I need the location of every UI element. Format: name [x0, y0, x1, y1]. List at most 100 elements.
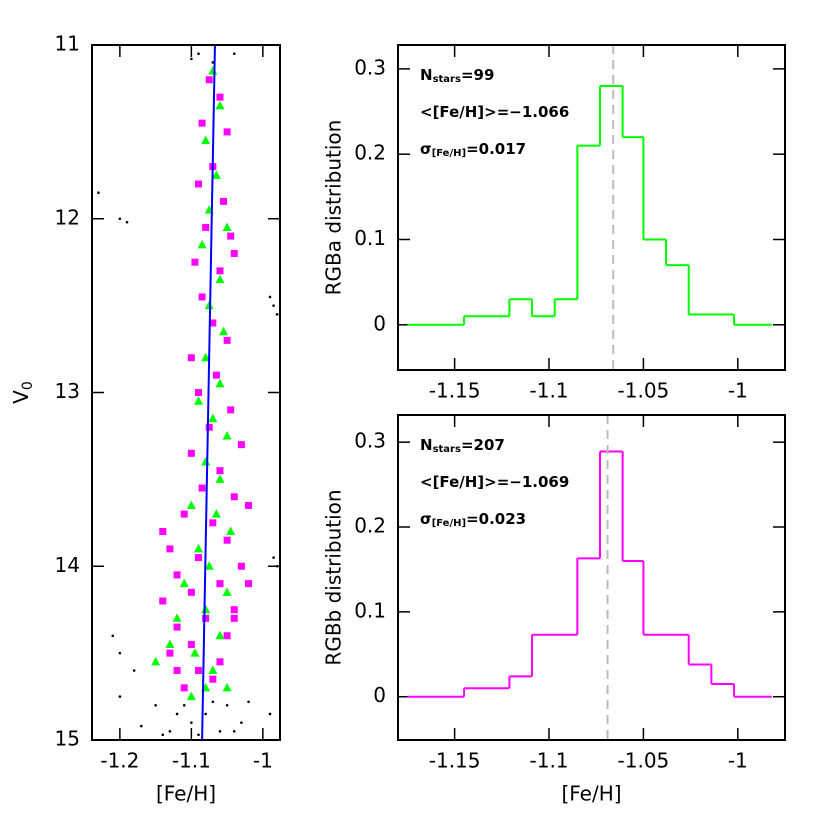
x-tick-label: -1.1: [530, 379, 569, 403]
star-point: [216, 93, 224, 101]
y-tick-label: 0.2: [354, 141, 386, 165]
star-point: [219, 326, 229, 336]
star-point: [232, 730, 236, 733]
annotation-part: [Fe/H]: [432, 148, 466, 159]
star-point: [201, 135, 211, 145]
star-point: [232, 52, 236, 55]
panel: -1.15 -1.1 -1.05 -1 0 0.1 0.2 0.3 [Fe/H] RGBb dis…: [322, 414, 786, 806]
star-point: [187, 640, 195, 648]
annotation-part: [Fe/H]: [432, 518, 466, 529]
x-tick-label: -1.05: [618, 749, 670, 773]
star-point: [216, 658, 224, 666]
star-point: [204, 561, 214, 570]
star-point: [220, 197, 228, 205]
star-point: [225, 703, 229, 707]
y-tick-label: 13: [55, 379, 80, 403]
annotation-part: stars: [433, 444, 461, 455]
star-point: [230, 614, 238, 622]
star-point: [166, 545, 174, 553]
star-point: [202, 614, 210, 622]
x-tick-label: -1: [253, 749, 273, 773]
star-point: [204, 712, 207, 716]
annotation-part: N: [420, 66, 433, 84]
x-tick-label: -1.1: [530, 749, 569, 773]
star-point: [215, 630, 225, 640]
star-point: [209, 675, 217, 683]
star-point: [208, 66, 218, 75]
star-point: [247, 700, 250, 704]
y-tick-label: 0: [373, 683, 386, 707]
star-point: [272, 304, 275, 307]
star-point: [173, 623, 181, 631]
star-point: [132, 669, 136, 672]
star-point: [191, 258, 199, 266]
star-point: [208, 665, 218, 674]
y-axis-label: V0: [9, 381, 37, 404]
star-point: [208, 413, 218, 423]
annotation-part: =0.023: [466, 510, 526, 528]
star-point: [186, 691, 196, 701]
star-point: [268, 712, 272, 716]
star-point: [215, 274, 225, 284]
y-tick-label: 0: [373, 311, 386, 335]
annotation-part: =99: [461, 66, 494, 84]
y-axis-label-sub: 0: [20, 381, 36, 390]
star-point: [166, 649, 174, 657]
y-axis-label: RGBb distribution: [322, 489, 346, 665]
star-point: [198, 484, 206, 492]
annotation-part: σ: [420, 140, 432, 158]
star-point: [212, 371, 220, 379]
star-point: [140, 724, 143, 728]
star-point: [222, 682, 232, 692]
star-point: [202, 223, 210, 231]
star-point: [209, 319, 217, 327]
y-tick-label: 11: [55, 32, 80, 56]
star-point: [190, 648, 200, 657]
star-point: [240, 721, 243, 724]
star-point: [272, 556, 275, 559]
star-point: [159, 528, 167, 535]
star-point: [275, 564, 279, 568]
star-point: [268, 295, 272, 299]
star-point: [195, 389, 203, 396]
annotation: <[Fe/H]>=−1.066: [420, 103, 569, 121]
annotation: Nstars=99: [420, 66, 494, 86]
star-point: [227, 232, 235, 240]
star-point: [222, 587, 232, 596]
star-point: [159, 597, 167, 605]
star-point: [205, 423, 213, 431]
annotation: σ[Fe/H]=0.023: [420, 510, 526, 530]
star-point: [194, 543, 204, 553]
star-point: [222, 222, 232, 231]
y-tick-label: 0.1: [354, 226, 386, 250]
x-tick-label: -1.15: [429, 379, 481, 403]
star-point: [118, 217, 122, 221]
star-point: [197, 52, 200, 55]
star-point: [201, 352, 211, 362]
star-point: [230, 493, 238, 501]
star-point: [151, 656, 161, 666]
y-tick-label: 0.2: [354, 514, 386, 538]
star-point: [179, 578, 189, 588]
star-point: [97, 191, 100, 194]
star-point: [180, 510, 188, 518]
x-tick-label: -1.1: [172, 749, 211, 773]
star-point: [187, 588, 195, 596]
star-point: [175, 712, 179, 716]
star-point: [182, 703, 186, 707]
star-point: [187, 354, 195, 362]
star-point: [215, 100, 225, 110]
star-point: [223, 632, 231, 640]
y-tick-label: 0.3: [354, 429, 386, 453]
y-tick-label: 14: [55, 553, 80, 577]
annotation: <[Fe/H]>=−1.069: [420, 473, 569, 491]
star-point: [118, 695, 122, 698]
star-point: [194, 396, 204, 405]
x-tick-label: -1: [728, 379, 748, 403]
star-point: [186, 500, 196, 509]
star-point: [195, 667, 203, 674]
star-point: [209, 519, 217, 527]
fit-line: [201, 44, 216, 741]
x-tick-label: -1: [728, 749, 748, 773]
star-point: [237, 562, 245, 570]
